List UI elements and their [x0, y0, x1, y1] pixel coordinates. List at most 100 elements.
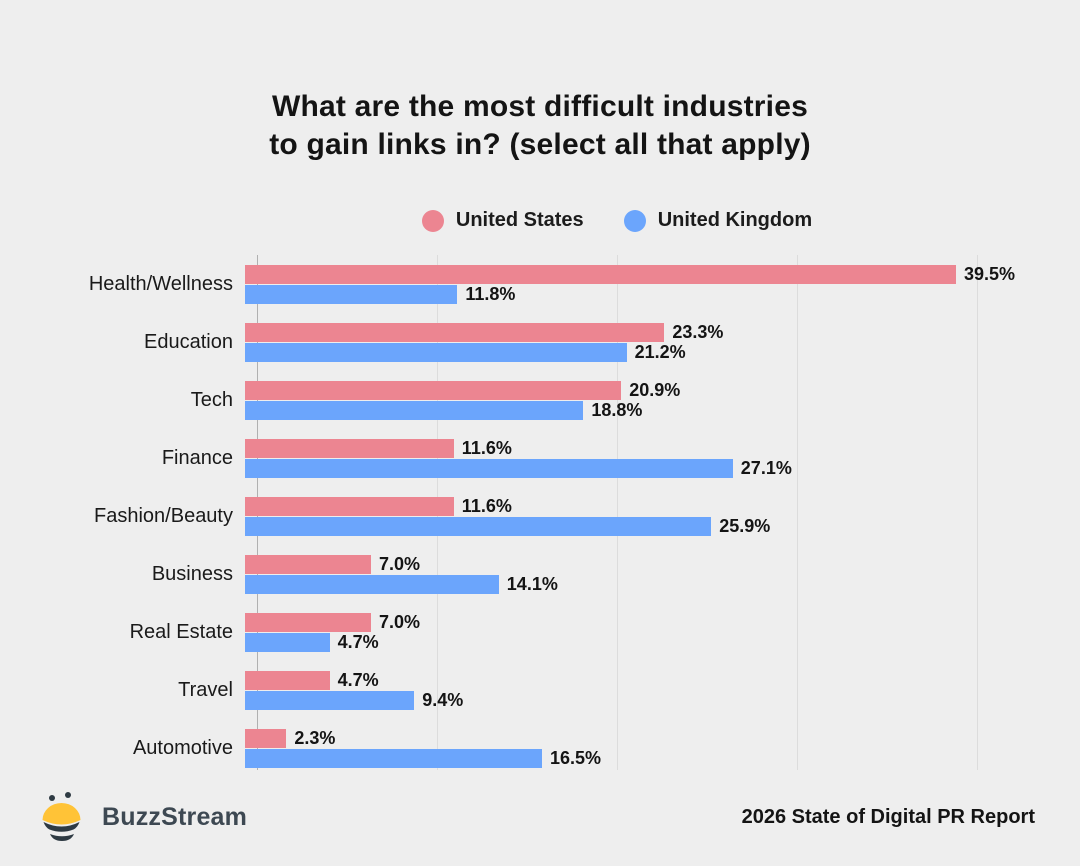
category-label: Health/Wellness — [88, 273, 233, 295]
value-label: 20.9% — [629, 380, 681, 400]
value-label: 39.5% — [964, 264, 1016, 284]
category-label: Travel — [178, 679, 233, 701]
value-label: 7.0% — [379, 554, 421, 574]
value-label: 21.2% — [634, 342, 686, 362]
bar-line: 11.8% — [245, 285, 965, 304]
us-bar — [245, 613, 371, 632]
bar-line: 39.5% — [245, 265, 1015, 284]
legend-label: United Kingdom — [657, 209, 813, 231]
bar-line: 18.8% — [245, 401, 965, 420]
value-label: 4.7% — [337, 670, 379, 690]
bar-pair: 39.5% 11.8% — [245, 265, 1015, 304]
gridline-20 — [617, 255, 618, 770]
us-bar — [245, 381, 622, 400]
uk-bar — [245, 517, 712, 536]
us-bar — [245, 439, 454, 458]
report-credit: 2026 State of Digital PR Report — [741, 806, 1035, 828]
chart-row: Health/Wellness 39.5% 11.8% — [0, 265, 1080, 304]
bar-line: 21.2% — [245, 343, 965, 362]
us-bar — [245, 729, 287, 748]
value-label: 11.6% — [461, 438, 512, 458]
us-bar — [245, 497, 454, 516]
bar-pair: 11.6% 25.9% — [245, 497, 965, 536]
value-label: 16.5% — [550, 748, 602, 768]
bar-chart: Health/Wellness 39.5% 11.8% Education 23.3% 2… — [0, 255, 1080, 770]
bar-pair: 20.9% 18.8% — [245, 381, 965, 420]
value-label: 4.7% — [337, 632, 379, 652]
legend-item-united-kingdom: United Kingdom — [623, 209, 813, 232]
chart-title: What are the most difficult industries t… — [0, 88, 1080, 164]
category-label: Finance — [161, 447, 233, 469]
chart-rows: Health/Wellness 39.5% 11.8% Education 23.3% 2… — [0, 265, 1080, 768]
category-label: Tech — [190, 389, 233, 411]
bar-line: 25.9% — [245, 517, 965, 536]
bar-line: 14.1% — [245, 575, 965, 594]
value-label: 11.6% — [461, 496, 512, 516]
uk-bar — [245, 575, 499, 594]
chart-row: Real Estate 7.0% 4.7% — [0, 613, 1080, 652]
chart-row: Finance 11.6% 27.1% — [0, 439, 1080, 478]
brand-wordmark: BuzzStream — [102, 802, 248, 831]
bar-line: 11.6% — [245, 439, 965, 458]
bar-line: 16.5% — [245, 749, 965, 768]
bar-pair: 11.6% 27.1% — [245, 439, 965, 478]
value-label: 23.3% — [672, 322, 724, 342]
us-legend-dot-icon — [421, 209, 444, 232]
chart-row: Business 7.0% 14.1% — [0, 555, 1080, 594]
gridline-40 — [977, 255, 978, 770]
value-label: 18.8% — [591, 400, 643, 420]
gridline-30 — [797, 255, 798, 770]
category-label: Fashion/Beauty — [94, 505, 233, 527]
us-bar — [245, 265, 956, 284]
chart-title-line2: to gain links in? (select all that apply… — [269, 128, 811, 161]
category-label: Real Estate — [129, 621, 233, 643]
category-label: Business — [151, 563, 233, 585]
buzzstream-logo: BuzzStream — [40, 790, 247, 844]
bar-pair: 23.3% 21.2% — [245, 323, 965, 362]
bee-icon — [42, 792, 81, 841]
uk-bar — [245, 285, 458, 304]
value-label: 25.9% — [719, 516, 771, 536]
us-bar — [245, 555, 371, 574]
legend-label: United States — [455, 209, 584, 231]
chart-row: Automotive 2.3% 16.5% — [0, 729, 1080, 768]
value-label: 9.4% — [422, 690, 464, 710]
bar-line: 4.7% — [245, 671, 965, 690]
uk-bar — [245, 691, 415, 710]
value-label: 7.0% — [379, 612, 421, 632]
legend: United States United Kingdom — [257, 209, 977, 232]
bar-line: 27.1% — [245, 459, 965, 478]
value-label: 27.1% — [740, 458, 792, 478]
us-bar — [245, 671, 330, 690]
bar-pair: 2.3% 16.5% — [245, 729, 965, 768]
bar-pair: 7.0% 4.7% — [245, 613, 965, 652]
category-label: Automotive — [132, 737, 233, 759]
chart-row: Tech 20.9% 18.8% — [0, 381, 1080, 420]
bar-line: 7.0% — [245, 613, 965, 632]
bar-line: 7.0% — [245, 555, 965, 574]
uk-legend-dot-icon — [623, 209, 646, 232]
value-label: 2.3% — [294, 728, 336, 748]
chart-title-line1: What are the most difficult industries — [272, 90, 808, 123]
uk-bar — [245, 749, 542, 768]
bar-line: 9.4% — [245, 691, 965, 710]
legend-item-united-states: United States — [421, 209, 584, 232]
bar-line: 2.3% — [245, 729, 965, 748]
bar-pair: 4.7% 9.4% — [245, 671, 965, 710]
uk-bar — [245, 401, 584, 420]
bar-line: 4.7% — [245, 633, 965, 652]
bar-pair: 7.0% 14.1% — [245, 555, 965, 594]
uk-bar — [245, 459, 733, 478]
uk-bar — [245, 343, 627, 362]
bar-line: 11.6% — [245, 497, 965, 516]
value-label: 11.8% — [465, 284, 516, 304]
uk-bar — [245, 633, 330, 652]
category-label: Education — [144, 331, 233, 353]
chart-row: Education 23.3% 21.2% — [0, 323, 1080, 362]
us-bar — [245, 323, 665, 342]
chart-row: Fashion/Beauty 11.6% 25.9% — [0, 497, 1080, 536]
value-label: 14.1% — [506, 574, 558, 594]
chart-row: Travel 4.7% 9.4% — [0, 671, 1080, 710]
bar-line: 20.9% — [245, 381, 965, 400]
